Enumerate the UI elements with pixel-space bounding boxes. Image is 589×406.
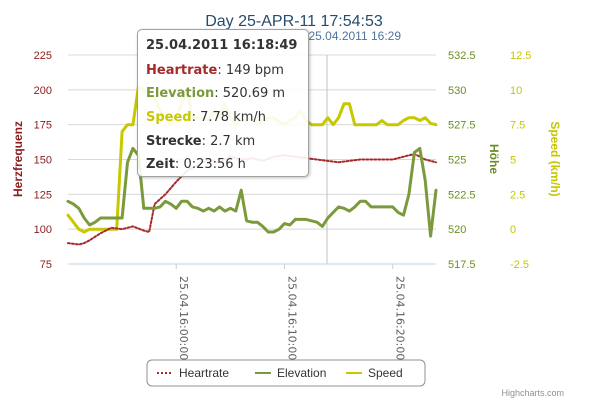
heartrate-axis-tick: 225 bbox=[34, 50, 52, 62]
speed-axis-tick: 10 bbox=[510, 85, 522, 97]
heartrate-axis-tick: 75 bbox=[40, 259, 52, 271]
speed-axis-tick: 7.5 bbox=[510, 120, 525, 132]
elevation-axis-tick: 520 bbox=[448, 224, 466, 236]
tooltip-elevation-label: Elevation bbox=[146, 86, 215, 101]
heartrate-axis-tick: 175 bbox=[34, 120, 52, 132]
speed-axis-tick: -2.5 bbox=[510, 259, 529, 271]
tooltip-zeit-value: 0:23:56 h bbox=[183, 157, 246, 172]
x-tick-label: 25.04.16:00:00 bbox=[177, 276, 190, 360]
legend-heartrate-label: Heartrate bbox=[179, 366, 229, 380]
legend-elevation-label: Elevation bbox=[277, 366, 326, 380]
tooltip-strecke-label: Strecke bbox=[146, 134, 202, 149]
legend-speed-label: Speed bbox=[368, 366, 403, 380]
speed-axis-tick: 5 bbox=[510, 155, 516, 167]
elevation-axis-title: Höhe bbox=[487, 144, 501, 174]
elevation-axis-tick: 527.5 bbox=[448, 120, 476, 132]
speed-axis-title: Speed (km/h) bbox=[548, 121, 562, 196]
chart-title: Day 25-APR-11 17:54:53 bbox=[205, 13, 383, 30]
heartrate-axis-title: Herzfrequenz bbox=[11, 121, 25, 197]
tooltip-strecke-value: 2.7 km bbox=[210, 134, 256, 149]
x-tick-label: 25.04.16:10:00 bbox=[285, 276, 298, 360]
heartrate-axis-tick: 200 bbox=[34, 85, 52, 97]
tooltip: 25.04.2011 16:18:49 Heartrate: 149 bpm E… bbox=[137, 29, 309, 177]
chart-subtitle: 25.04.2011 16:29 bbox=[308, 29, 401, 43]
tooltip-zeit-label: Zeit bbox=[146, 157, 175, 172]
x-tick-label: 25.04.16:20:00 bbox=[394, 276, 407, 360]
heartrate-axis-tick: 125 bbox=[34, 189, 52, 201]
tooltip-elevation-value: 520.69 m bbox=[222, 86, 286, 101]
heartrate-axis-tick: 150 bbox=[34, 155, 52, 167]
heartrate-axis-tick: 100 bbox=[34, 224, 52, 236]
elevation-axis-tick: 532.5 bbox=[448, 50, 476, 62]
tooltip-date: 25.04.2011 16:18:49 bbox=[146, 38, 298, 53]
speed-axis-tick: 2.5 bbox=[510, 189, 525, 201]
elevation-axis-tick: 525 bbox=[448, 155, 466, 167]
series-elevation-line bbox=[66, 146, 438, 238]
credits-label: Highcharts.com bbox=[501, 388, 564, 398]
legend-box bbox=[146, 359, 426, 387]
tooltip-heartrate-label: Heartrate bbox=[146, 63, 218, 78]
tooltip-heartrate-value: 149 bpm bbox=[225, 63, 284, 78]
speed-axis-tick: 0 bbox=[510, 224, 516, 236]
tooltip-speed-value: 7.78 km/h bbox=[200, 110, 267, 125]
speed-axis-tick: 12.5 bbox=[510, 50, 531, 62]
elevation-axis-tick: 517.5 bbox=[448, 259, 476, 271]
tooltip-speed-label: Speed bbox=[146, 110, 192, 125]
elevation-axis-tick: 530 bbox=[448, 85, 466, 97]
elevation-axis-tick: 522.5 bbox=[448, 189, 476, 201]
